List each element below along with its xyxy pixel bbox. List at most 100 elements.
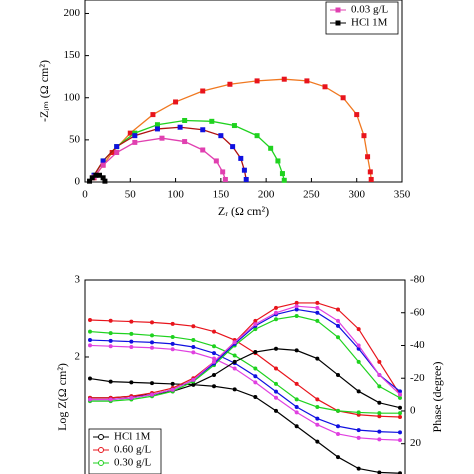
point	[254, 78, 260, 84]
point	[294, 307, 299, 312]
series-line	[90, 348, 401, 409]
point	[191, 344, 196, 349]
point	[170, 347, 175, 352]
point	[129, 344, 134, 349]
point	[93, 172, 99, 178]
y-axis-label: -Zᵢₘ (Ω cm²)	[37, 60, 51, 122]
legend-box	[325, 1, 399, 35]
x-tick-label: 300	[348, 189, 365, 201]
y-axis-label: Log Z(Ω cm²)	[55, 363, 69, 431]
point	[173, 99, 179, 105]
point	[212, 384, 216, 389]
point	[108, 397, 113, 402]
point	[212, 372, 216, 377]
point	[150, 340, 154, 345]
series-line	[89, 377, 401, 474]
point	[108, 318, 113, 323]
point	[232, 353, 237, 358]
point	[275, 158, 281, 164]
x-tick-label: 250	[303, 189, 320, 201]
x-tick-label: 350	[394, 189, 411, 201]
y2-tick-label: -80	[410, 274, 425, 286]
point	[102, 178, 108, 184]
series-line	[93, 78, 372, 180]
y-tick-label: 100	[64, 91, 81, 103]
y-tick-label: 50	[69, 133, 81, 145]
point	[109, 150, 115, 156]
point	[150, 333, 154, 338]
point	[150, 345, 154, 350]
point	[114, 150, 120, 156]
point	[398, 438, 402, 443]
point	[191, 350, 196, 355]
point	[398, 430, 402, 435]
point	[377, 414, 382, 419]
point	[191, 324, 196, 329]
point	[89, 175, 95, 181]
point	[377, 429, 382, 434]
point	[340, 95, 346, 101]
point	[212, 356, 216, 361]
point	[315, 356, 320, 361]
point	[398, 395, 402, 400]
point	[253, 395, 258, 400]
point	[108, 344, 113, 349]
x-tick-label: 0	[82, 189, 88, 201]
y2-tick-label: -20	[410, 372, 425, 384]
point	[294, 304, 299, 309]
point	[220, 169, 226, 175]
point	[294, 424, 299, 429]
point	[377, 411, 382, 416]
point	[279, 171, 285, 177]
point	[132, 139, 138, 145]
point	[170, 381, 175, 386]
point	[150, 112, 156, 118]
point	[336, 335, 340, 340]
y2-tick-label: -40	[410, 339, 425, 351]
point	[336, 408, 340, 413]
point	[154, 122, 160, 128]
plot-frame	[84, 0, 403, 183]
series-line	[89, 330, 400, 414]
point	[232, 387, 237, 392]
point	[274, 389, 278, 394]
point	[182, 139, 188, 145]
point	[315, 422, 320, 427]
series-line	[89, 344, 401, 441]
point	[294, 381, 299, 386]
point	[294, 300, 299, 305]
point	[368, 176, 374, 182]
x-tick-label: 100	[167, 189, 184, 201]
point	[377, 470, 382, 474]
series-line	[90, 315, 401, 402]
point	[227, 81, 233, 87]
point	[96, 172, 102, 178]
point	[254, 133, 260, 139]
point	[281, 76, 287, 82]
point	[238, 155, 244, 161]
point	[159, 135, 165, 141]
x-axis-label: Zᵣ (Ω cm²)	[218, 204, 269, 218]
point	[315, 318, 320, 323]
point	[154, 126, 160, 132]
legend-label: HCl 1M	[351, 17, 388, 29]
point	[315, 305, 320, 310]
point	[212, 351, 216, 356]
series-line	[93, 119, 285, 181]
point	[365, 154, 371, 160]
x-tick-label: 50	[125, 189, 137, 201]
legend-marker	[335, 20, 341, 26]
series-line	[93, 137, 226, 180]
point	[274, 346, 278, 351]
point	[100, 158, 106, 164]
point	[213, 158, 219, 164]
point	[191, 338, 196, 343]
point	[191, 382, 196, 387]
point	[129, 331, 134, 336]
point	[129, 380, 134, 385]
point	[222, 176, 228, 182]
point	[150, 392, 154, 397]
point	[377, 372, 382, 377]
point	[356, 359, 361, 364]
